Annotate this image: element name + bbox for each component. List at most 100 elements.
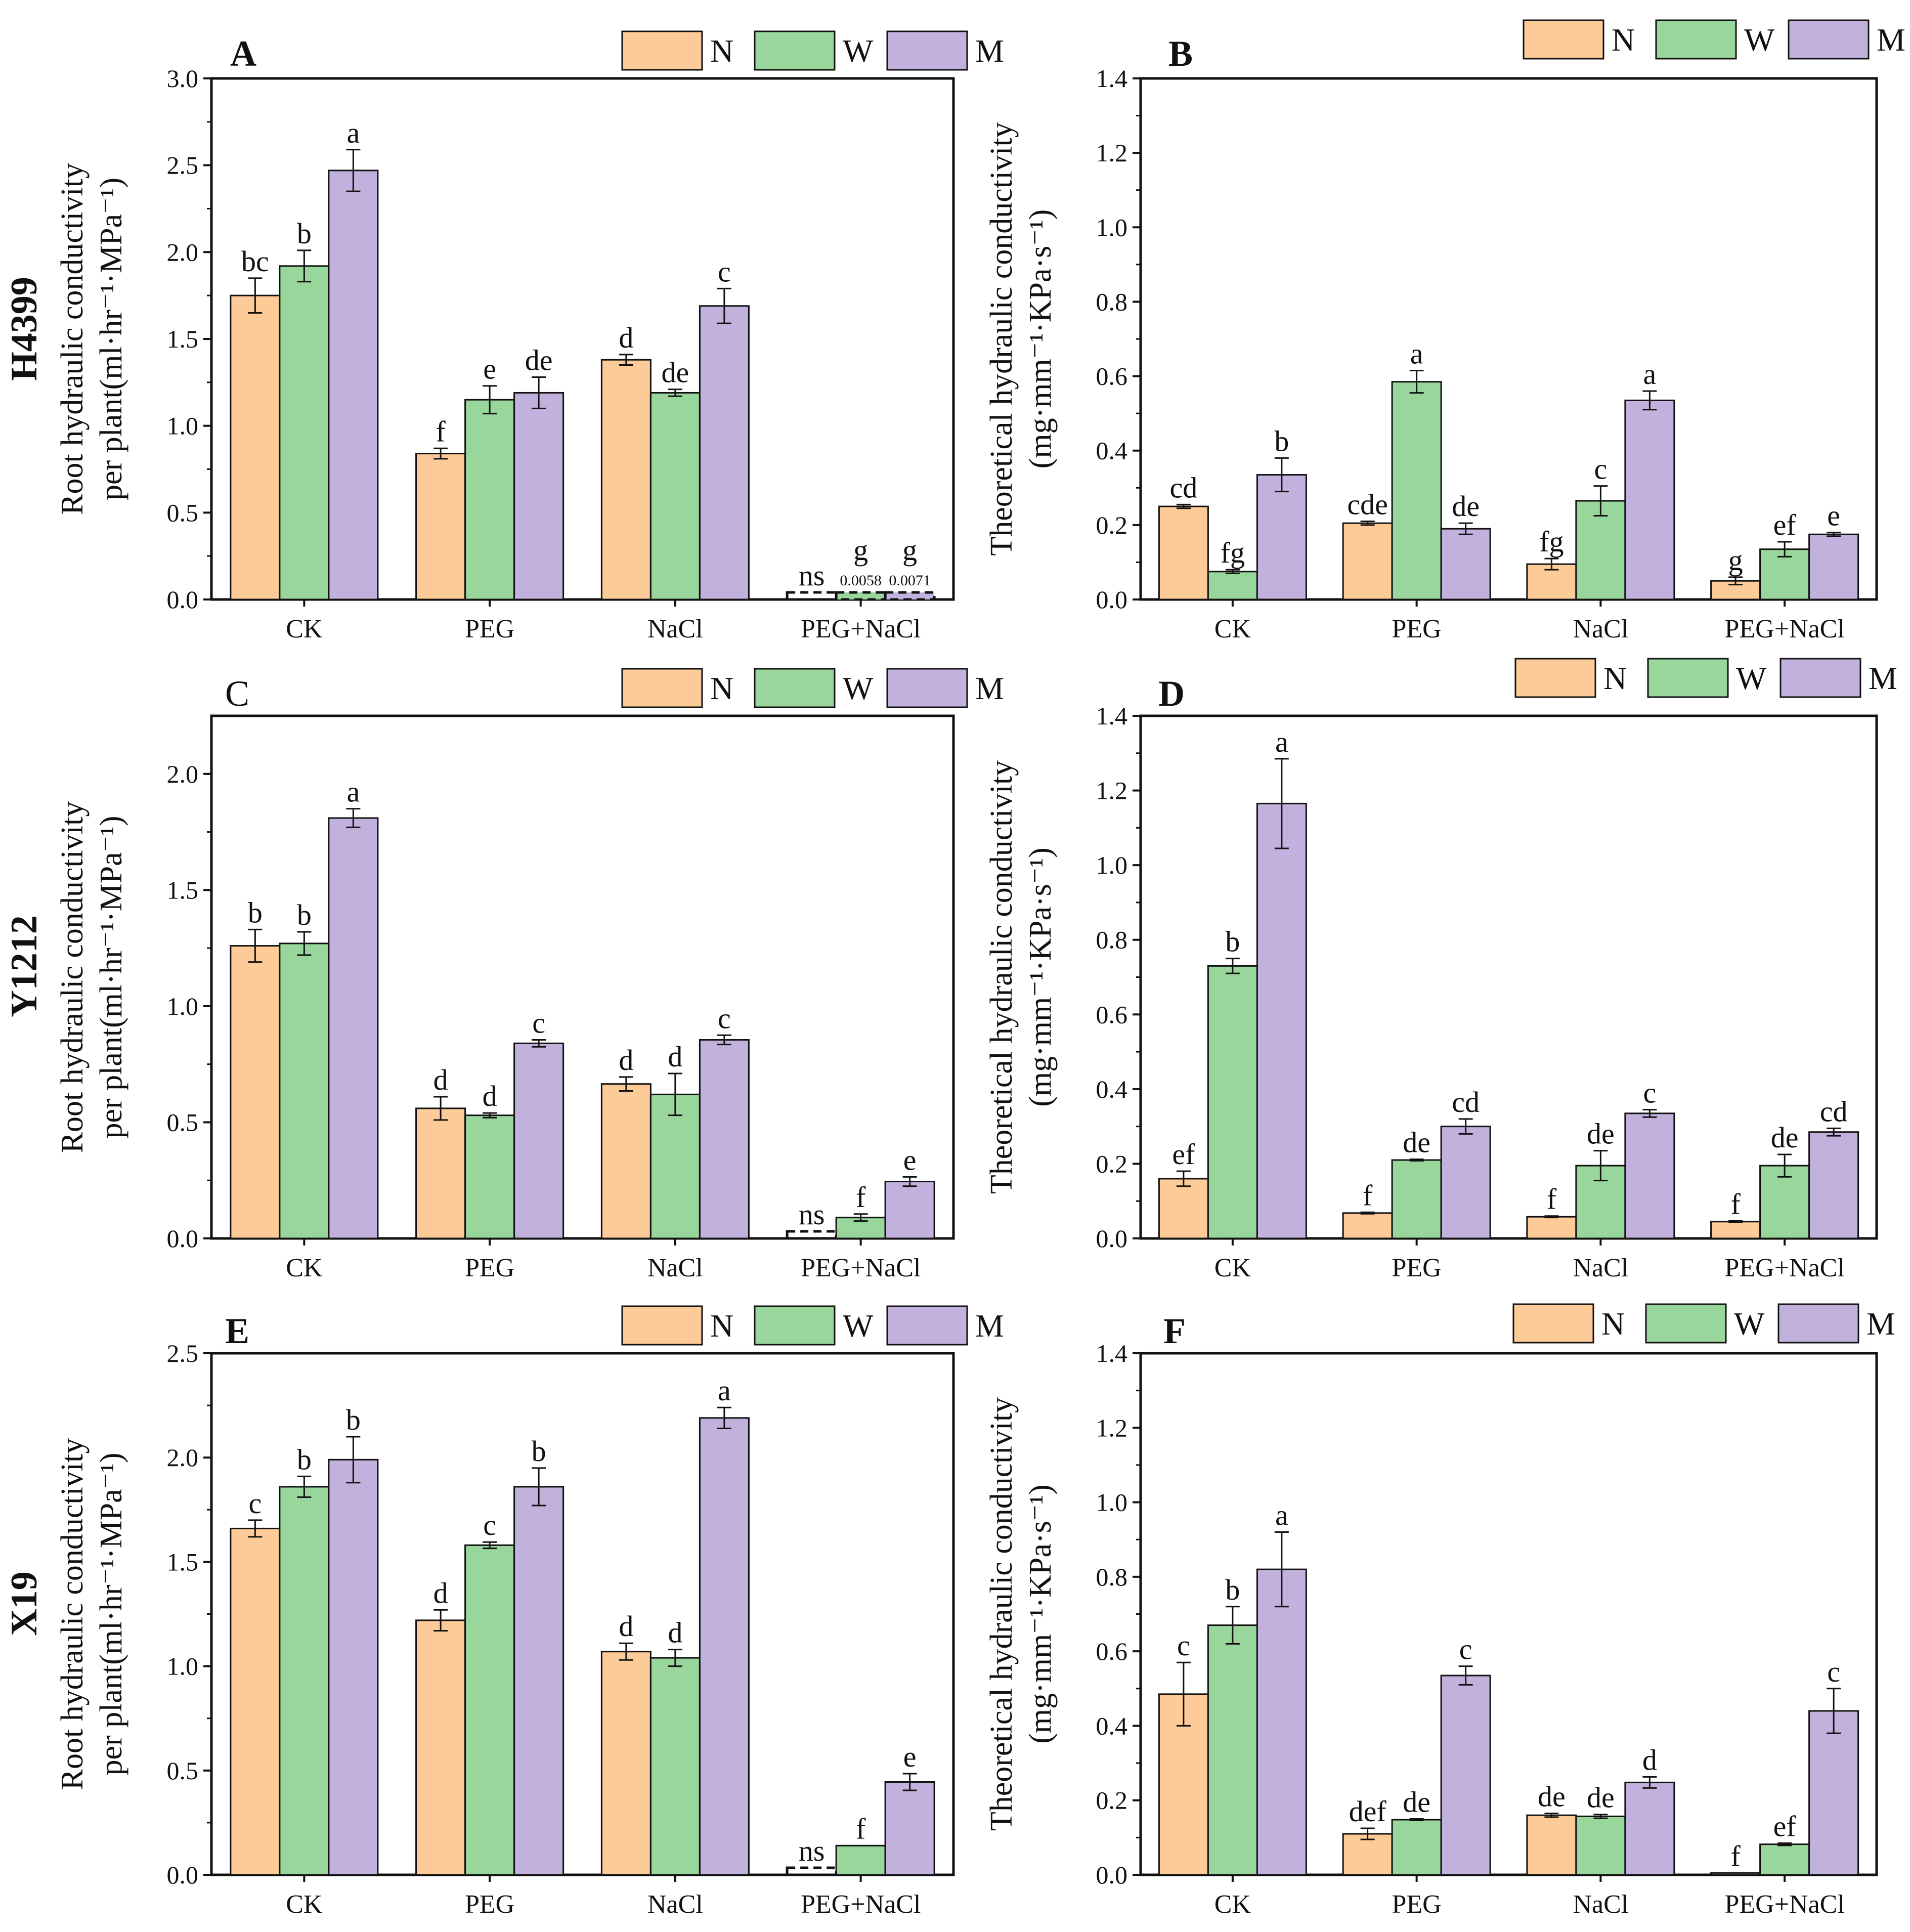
bar-m-peg: [1440, 528, 1491, 600]
bar-n-peg: [415, 1107, 466, 1239]
panel-letter: A: [230, 33, 256, 74]
bar-n-nacl: [1526, 1814, 1577, 1876]
significance-letter: e: [1827, 499, 1840, 532]
significance-letter: de: [1587, 1781, 1615, 1814]
significance-letter: d: [619, 1610, 633, 1643]
bar-n-nacl: [600, 1083, 652, 1239]
y-axis-label-line2: per plant(ml·hr⁻¹·MPa⁻¹): [94, 1452, 128, 1775]
y-axis-label-line1: Root hydraulic conductivity: [55, 1438, 90, 1790]
significance-letter: d: [1642, 1743, 1657, 1776]
legend-swatch-w: [1655, 19, 1737, 60]
bar-w-peg: [1391, 1819, 1442, 1876]
bar-m-nacl: [699, 1039, 750, 1239]
bar-n-ck: [1158, 505, 1209, 600]
x-tick-label-nacl: NaCl: [1573, 1254, 1628, 1282]
significance-letter: ns: [799, 1834, 825, 1867]
y-tick-label: 0.6: [1096, 1000, 1128, 1028]
panel-letter: C: [225, 673, 249, 714]
legend-label-w: W: [1744, 22, 1775, 58]
bar-m-ck: [328, 817, 379, 1239]
y-tick-label: 0.4: [1096, 437, 1128, 465]
y-tick-label: 0.4: [1096, 1711, 1128, 1740]
significance-letter: a: [1275, 725, 1288, 758]
x-tick-label-nacl: NaCl: [1573, 1890, 1628, 1919]
significance-letter: d: [668, 1040, 682, 1073]
significance-letter: a: [718, 1374, 731, 1407]
bar-w-peg: [1391, 1159, 1442, 1239]
legend-label-n: N: [1601, 1306, 1625, 1342]
significance-letter: fg: [1221, 536, 1245, 569]
significance-letter: e: [483, 353, 496, 385]
significance-letter: f: [856, 1812, 866, 1845]
y-axis-label-line1: Root hydraulic conductivity: [55, 801, 90, 1153]
bar-n-ck: [230, 1527, 281, 1876]
significance-letter: ns: [799, 559, 825, 592]
y-tick-label: 0.0: [1096, 585, 1128, 614]
y-tick-label: 0.6: [1096, 362, 1128, 391]
significance-letter: b: [1225, 925, 1240, 958]
significance-letter: d: [668, 1616, 682, 1649]
significance-letter: def: [1349, 1795, 1387, 1828]
panel-letter: B: [1168, 33, 1193, 74]
significance-letter: a: [347, 776, 360, 808]
bar-m-peg: [513, 1486, 565, 1876]
bar-n-ck: [1158, 1178, 1209, 1239]
legend-swatch-n: [621, 668, 703, 708]
y-tick-label: 0.5: [167, 1756, 199, 1785]
significance-letter: e: [903, 1143, 917, 1176]
panels: 0.0 0.5 1.0 1.5 2.0 2.5 3.0 Root hydraulic cond…: [55, 19, 1905, 1919]
x-tick-label-ck: CK: [286, 1254, 323, 1282]
bar-m-pegnacl: [1808, 1710, 1859, 1876]
x-tick-label-peg: PEG: [465, 1254, 514, 1282]
x-tick-label-peg: PEG: [1392, 615, 1442, 643]
significance-letter: f: [1730, 1839, 1741, 1872]
y-tick-label: 0.8: [1096, 1563, 1128, 1591]
y-axis-label-line1: Theoretical hydraulic conductivity: [984, 122, 1019, 555]
plot-frame: [1139, 77, 1878, 601]
y-axis-label-line2: (mg·mm⁻¹·KPa·s⁻¹): [1023, 209, 1058, 468]
y-tick-label: 2.0: [167, 760, 199, 788]
legend-label-n: N: [1603, 660, 1627, 696]
significance-letter: b: [532, 1435, 546, 1468]
y-tick-label: 1.4: [1096, 64, 1128, 93]
bar-m-nacl: [699, 305, 750, 600]
significance-letter: ns: [799, 1198, 825, 1231]
significance-letter: de: [1403, 1786, 1430, 1819]
bar-w-pegnacl: [1759, 1843, 1810, 1876]
bar-w-ck: [279, 265, 330, 600]
significance-letter: cd: [1452, 1086, 1480, 1119]
significance-letter: cde: [1347, 488, 1388, 521]
bar-m-pegnacl: [884, 1181, 935, 1239]
significance-letter: ef: [1172, 1138, 1195, 1171]
x-tick-label-pegnacl: PEG+NaCl: [801, 1890, 921, 1919]
significance-letter: b: [1225, 1573, 1240, 1606]
x-tick-label-pegnacl: PEG+NaCl: [1724, 1890, 1844, 1919]
legend-swatch-n: [1514, 658, 1596, 698]
x-tick-label-ck: CK: [286, 1890, 323, 1919]
significance-letter: f: [1547, 1183, 1557, 1216]
y-tick-label: 0.5: [167, 1108, 199, 1136]
bar-m-ck: [328, 1458, 379, 1876]
bar-w-ck: [279, 942, 330, 1239]
significance-letter: c: [718, 255, 731, 288]
significance-letter: g: [902, 534, 917, 567]
significance-letter: c: [1177, 1629, 1190, 1662]
y-tick-label: 1.0: [167, 1652, 199, 1681]
bar-n-nacl: [1526, 1216, 1577, 1239]
bar-w-peg: [464, 399, 515, 600]
bar-n-ck: [230, 294, 281, 600]
x-tick-label-peg: PEG: [465, 1890, 514, 1919]
legend-label-n: N: [710, 1308, 733, 1344]
significance-letter: de: [1538, 1780, 1566, 1813]
legend-label-m: M: [1866, 1306, 1895, 1342]
significance-letter: d: [619, 1044, 633, 1077]
panel-C: 0.0 0.5 1.0 1.5 2.0 Root hydraulic conductivi…: [55, 668, 1004, 1282]
y-tick-label: 1.2: [1096, 1413, 1128, 1442]
y-tick-label: 0.2: [1096, 511, 1128, 539]
legend-label-m: M: [975, 1308, 1004, 1344]
x-tick-label-nacl: NaCl: [1573, 615, 1628, 643]
significance-letter: b: [297, 217, 312, 250]
